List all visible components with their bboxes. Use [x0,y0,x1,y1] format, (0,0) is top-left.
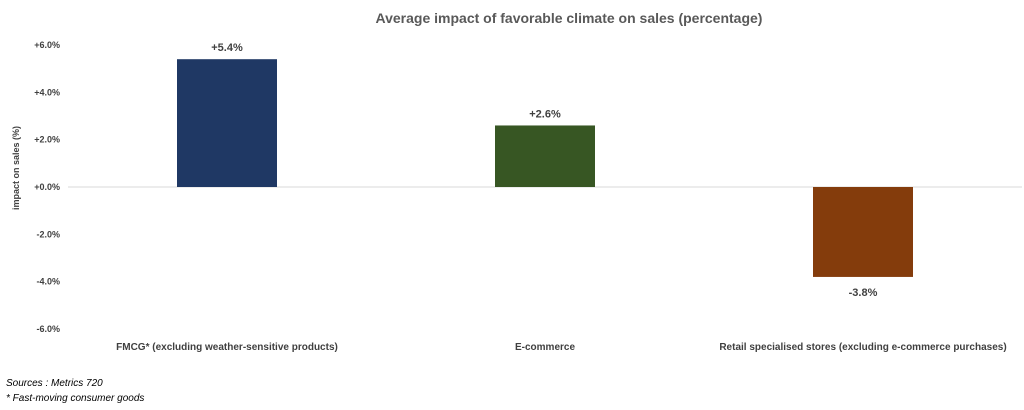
chart-title: Average impact of favorable climate on s… [376,10,763,26]
y-tick-label: +4.0% [34,87,60,97]
source-note: Sources : Metrics 720 [6,378,103,389]
data-label: +2.6% [529,108,561,120]
y-tick-label: -6.0% [36,324,60,334]
bar [813,187,913,277]
category-label: E-commerce [515,342,575,353]
category-label: FMCG* (excluding weather-sensitive produ… [116,342,338,353]
y-tick-label: +0.0% [34,182,60,192]
y-tick-label: -4.0% [36,277,60,287]
footnotes: Sources : Metrics 720 * Fast-moving cons… [6,376,144,406]
footnote-fmcg: * Fast-moving consumer goods [6,393,145,404]
bar [177,59,277,188]
y-tick-label: +6.0% [34,40,60,50]
chart: Average impact of favorable climate on s… [11,10,1022,353]
y-tick-label: +2.0% [34,135,60,145]
data-label: +5.4% [211,42,243,54]
bar [495,125,595,187]
y-axis-label: impact on sales (%) [11,126,21,210]
y-tick-label: -2.0% [36,229,60,239]
category-label: Retail specialised stores (excluding e-c… [719,342,1006,353]
data-label: -3.8% [849,287,878,299]
